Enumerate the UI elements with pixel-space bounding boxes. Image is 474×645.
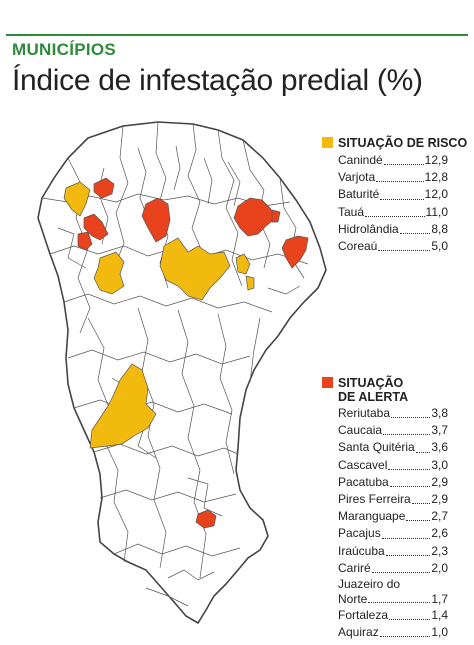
alert-legend-title-line2: DE ALERTA — [338, 390, 409, 404]
legend-item-value: 3,8 — [431, 406, 448, 420]
alert-legend-item: Caucaia 3,7 — [338, 422, 448, 439]
alert-legend-item: Iraúcuba 2,3 — [338, 543, 448, 560]
legend-item-value: 12,0 — [424, 187, 448, 202]
alert-legend-item: Pacajus 2,6 — [338, 525, 448, 542]
risk-legend-item: Hidrolândia 8,8 — [338, 221, 448, 238]
legend-item-value: 2,7 — [431, 509, 448, 524]
legend-item-name: Cascavel — [338, 457, 388, 472]
risk-swatch — [322, 137, 333, 148]
legend-item-value: 1,7 — [431, 592, 448, 607]
legend-item-name: Juazeiro do — [338, 577, 401, 592]
risk-regions — [63, 181, 255, 449]
legend-item-name-cont: Norte — [338, 592, 368, 607]
legend-item-value: 2,9 — [431, 492, 448, 507]
legend-item-value: 5,0 — [431, 239, 448, 254]
legend-item-value: 2,0 — [431, 560, 448, 575]
region-caire — [77, 231, 93, 251]
alert-legend-item: Maranguape 2,7 — [338, 508, 448, 525]
legend-item-name: Varjota — [338, 170, 376, 185]
legend-item-value: 3,6 — [431, 440, 448, 455]
alert-legend-item: Fortaleza 1,4 — [338, 607, 448, 624]
legend-item-name: Tauá — [338, 204, 365, 219]
legend-item-name: Canindé — [338, 153, 383, 167]
legend-item-name: Baturité — [338, 187, 380, 202]
legend-item-name: Fortaleza — [338, 608, 389, 623]
legend-item-value: 2,6 — [431, 526, 448, 541]
legend-item-value: 1,0 — [431, 625, 448, 640]
region-caucaia-fortaleza — [233, 197, 277, 237]
alert-legend-item: Pacatuba 2,9 — [338, 474, 448, 491]
alert-legend-title: SITUAÇÃO DE ALERTA — [338, 376, 408, 404]
region-maranguape — [271, 209, 281, 223]
legend-item-name: Coreaú — [338, 239, 378, 254]
legend-item-name: Santa Quitéria — [338, 440, 415, 455]
legend-item-value: 8,8 — [431, 221, 448, 236]
alert-legend-item: Juazeiro do Norte 1,7 — [338, 577, 448, 607]
alert-legend-item: Pires Ferreira 2,9 — [338, 491, 448, 508]
region-santa-quiteria — [141, 197, 171, 243]
legend-item-name: Maranguape — [338, 509, 406, 524]
risk-legend-item: Varjota 12,8 — [338, 169, 448, 186]
alert-swatch — [322, 377, 333, 388]
figure-frame — [6, 34, 468, 641]
region-varjota — [93, 251, 125, 295]
legend-item-name: Pires Ferreira — [338, 492, 411, 507]
risk-legend-title: SITUAÇÃO DE RISCO — [338, 136, 468, 150]
alert-regions — [77, 177, 309, 529]
alert-legend-item: Santa Quitéria 3,6 — [338, 439, 448, 456]
risk-legend-list: Canindé 12,9 Varjota 12,8 Baturité 12,0 Tauá 11… — [338, 152, 448, 255]
risk-legend-item: Baturité 12,0 — [338, 186, 448, 203]
legend-item-value: 2,9 — [431, 474, 448, 489]
legend-item-value: 12,9 — [424, 153, 448, 167]
region-cascavel-pacajus — [281, 235, 309, 269]
alert-legend-item: Cascavel 3,0 — [338, 457, 448, 474]
legend-item-name: Aquiraz — [338, 625, 379, 640]
kicker-label: MUNICÍPIOS — [12, 40, 117, 59]
risk-legend-item: Canindé 12,9 — [338, 152, 448, 169]
risk-legend-item: Tauá 11,0 — [338, 204, 448, 221]
risk-legend-item: Coreaú 5,0 — [338, 238, 448, 255]
legend-item-value: 1,4 — [431, 608, 448, 623]
legend-item-value: 2,3 — [431, 543, 448, 558]
legend-item-name: Cariré — [338, 560, 371, 575]
legend-item-name: Hidrolândia — [338, 221, 399, 236]
region-caninde — [159, 237, 231, 301]
region-baturite — [235, 253, 251, 275]
ceara-municipalities-map — [37, 121, 327, 625]
legend-item-name: Pacajus — [338, 526, 381, 541]
region-hidrolandia — [245, 275, 255, 291]
alert-legend-item: Cariré 2,0 — [338, 560, 448, 577]
alert-legend-item: Aquiraz 1,0 — [338, 624, 448, 641]
legend-item-name: Caucaia — [338, 423, 383, 438]
legend-item-value: 12,8 — [424, 170, 448, 185]
region-pires-ferreira — [83, 213, 109, 241]
legend-item-value: 11,0 — [425, 204, 448, 219]
legend-item-value: 3,0 — [431, 457, 448, 472]
alert-legend-title-line1: SITUAÇÃO — [338, 376, 404, 390]
legend-item-name: Iraúcuba — [338, 543, 385, 558]
legend-item-name: Reriutaba — [338, 406, 391, 420]
legend-item-value: 3,7 — [431, 423, 448, 438]
page-title: Índice de infestação predial (%) — [12, 64, 423, 97]
alert-legend-list: Reriutaba 3,8 Caucaia 3,7 Santa Quitéria 3,6 C… — [338, 405, 448, 641]
region-coreau — [63, 181, 91, 217]
alert-legend-item: Reriutaba 3,8 — [338, 405, 448, 422]
region-reriutaba — [93, 177, 115, 199]
region-taua — [89, 363, 157, 449]
region-juazeiro — [195, 509, 217, 529]
legend-item-name: Pacatuba — [338, 474, 389, 489]
